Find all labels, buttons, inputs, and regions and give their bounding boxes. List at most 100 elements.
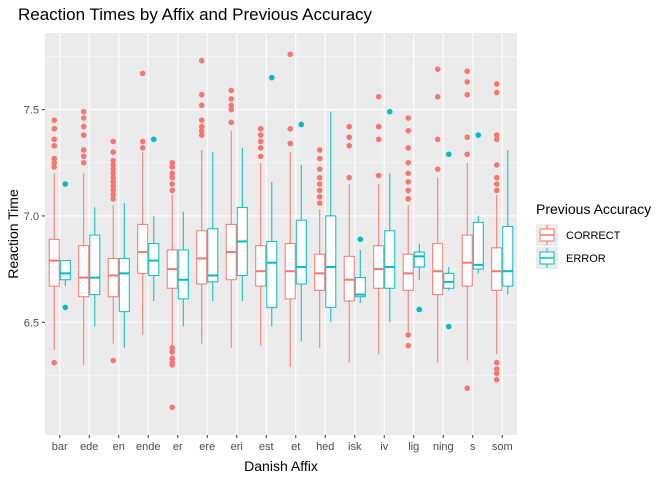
outlier-point [169, 164, 176, 170]
legend-items: CORRECT ERROR [536, 224, 621, 269]
legend-item-correct: CORRECT [536, 224, 621, 246]
outlier-point [169, 181, 176, 187]
box-body [196, 230, 208, 285]
outlier-point [228, 119, 235, 126]
x-tick-label: et [291, 441, 300, 453]
outlier-point [493, 174, 500, 181]
x-tick-label: s [470, 441, 476, 453]
outlier-point [493, 187, 500, 194]
box-body [207, 228, 219, 283]
outlier-point [169, 404, 176, 411]
outlier-point [493, 132, 500, 138]
box-body [325, 215, 337, 308]
outlier-point [405, 332, 412, 338]
outlier-point [316, 174, 323, 181]
box-s-correct [461, 68, 473, 392]
legend-label: CORRECT [566, 230, 621, 242]
box-ning-error [443, 151, 455, 330]
outlier-point [268, 74, 275, 81]
box-body [491, 247, 503, 291]
box-body [266, 240, 278, 308]
outlier-point [405, 196, 412, 202]
outlier-point [493, 81, 500, 87]
box-et-correct [284, 51, 296, 367]
outlier-point [346, 142, 353, 149]
x-tick-label: ende [136, 441, 160, 453]
outlier-point [257, 125, 264, 132]
box-eri-error [236, 147, 248, 301]
outlier-point [375, 123, 382, 130]
box-body [502, 226, 514, 287]
box-lig-correct [402, 115, 414, 349]
outlier-point [493, 366, 500, 372]
outlier-point [357, 236, 364, 243]
outlier-point [80, 132, 87, 138]
outlier-point [493, 370, 500, 377]
box-body [118, 257, 130, 313]
y-tick-label: 6.5 [24, 317, 39, 329]
outlier-point [139, 70, 146, 77]
outlier-point [316, 155, 323, 162]
outlier-point [464, 134, 471, 141]
y-axis-title: Reaction Time [5, 189, 21, 279]
outlier-point [493, 136, 500, 143]
outlier-point [150, 136, 157, 143]
box-s-error [472, 132, 484, 274]
outlier-point [464, 151, 471, 158]
outlier-point [80, 115, 87, 121]
outlier-point [51, 164, 58, 170]
box-body [443, 272, 455, 289]
outlier-point [198, 117, 205, 124]
outlier-point [493, 181, 500, 187]
outlier-point [464, 385, 471, 392]
outlier-point [169, 359, 176, 366]
box-ede-correct [78, 108, 90, 365]
y-tick-label: 7.5 [24, 105, 39, 117]
box-body [314, 253, 326, 291]
outlier-point [110, 357, 117, 364]
box-bar-error [59, 181, 71, 311]
outlier-point [169, 174, 176, 181]
outlier-point [169, 355, 176, 362]
x-tick-label: isk [348, 441, 362, 453]
outlier-point [493, 89, 500, 96]
outlier-point [287, 125, 294, 132]
legend: Previous Accuracy CORRECT ERROR [536, 201, 651, 269]
plot-panel [45, 33, 517, 435]
outlier-point [316, 187, 323, 194]
box-bar-correct [48, 117, 60, 366]
outlier-point [464, 79, 471, 85]
outlier-point [198, 132, 205, 138]
outlier-point [257, 132, 264, 138]
box-som-error [502, 149, 514, 295]
outlier-point [51, 159, 58, 166]
outlier-point [110, 179, 117, 185]
box-body [137, 223, 149, 274]
outlier-point [198, 102, 205, 109]
box-body [461, 234, 473, 287]
box-ende-correct [137, 70, 149, 336]
box-ere-error [207, 152, 219, 301]
outlier-point [51, 155, 58, 162]
outlier-point [316, 200, 323, 206]
outlier-point [316, 193, 323, 200]
outlier-point [228, 102, 235, 109]
box-body [78, 245, 90, 298]
outlier-point [346, 123, 353, 130]
outlier-point [375, 136, 382, 143]
box-isk-correct [343, 123, 355, 363]
box-iv-error [384, 108, 396, 323]
outlier-point [110, 149, 117, 155]
outlier-point [228, 106, 235, 113]
x-axis-title: Danish Affix [244, 458, 318, 474]
outlier-point [405, 342, 412, 349]
box-ning-correct [432, 66, 444, 363]
outlier-point [405, 159, 412, 166]
outlier-point [493, 376, 500, 383]
outlier-point [80, 147, 87, 153]
box-body [402, 253, 414, 291]
outlier-point [228, 87, 235, 94]
outlier-point [434, 66, 441, 72]
box-er-error [177, 211, 189, 327]
